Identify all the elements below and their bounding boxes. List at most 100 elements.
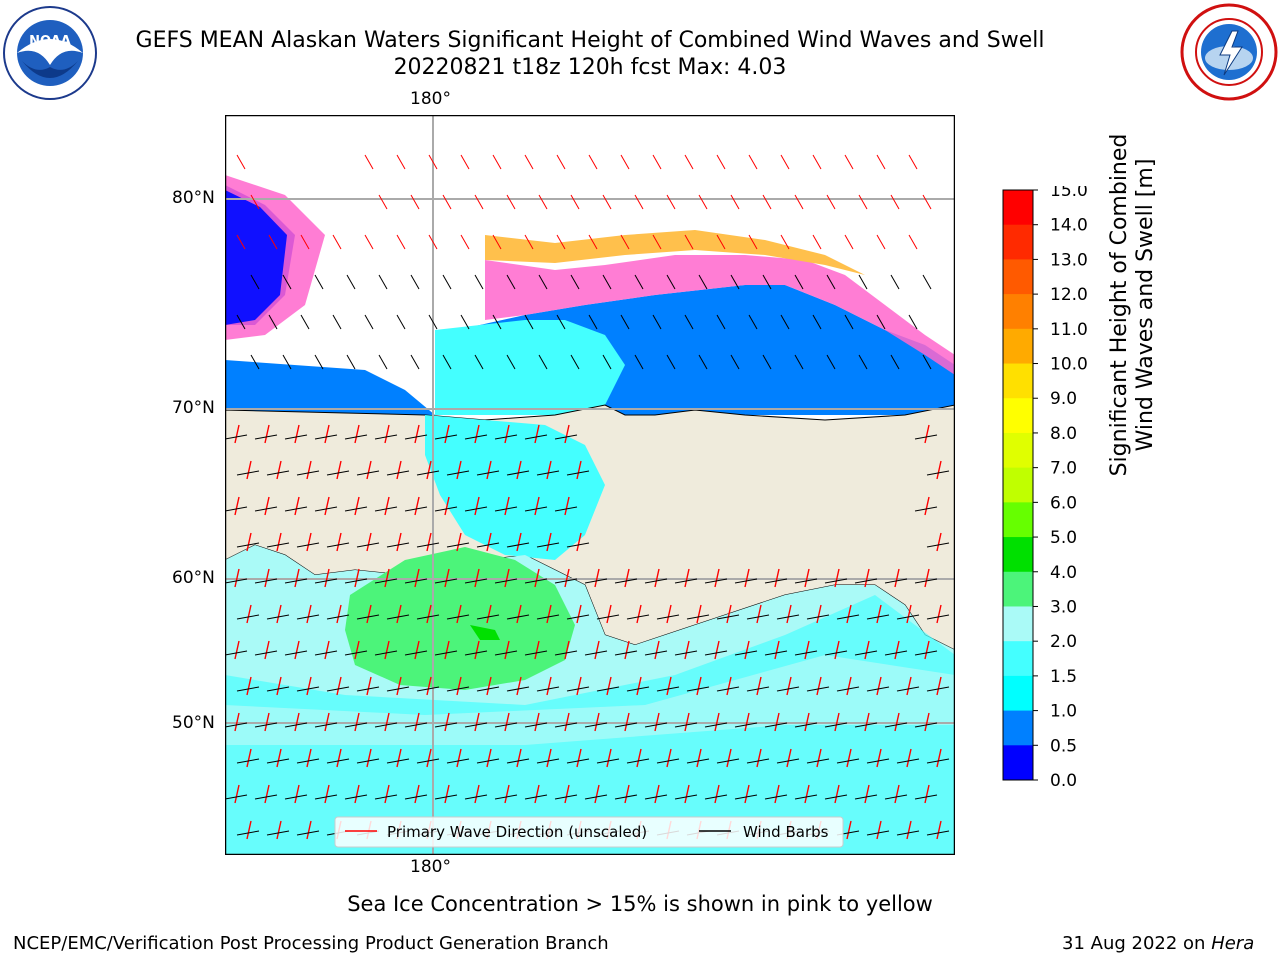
bering-strait-sea [425, 415, 605, 560]
wind-barb [506, 470, 530, 476]
wind-barb [626, 758, 650, 764]
colorbar-tick-label: 9.0 [1050, 389, 1077, 409]
wind-barb [704, 650, 728, 656]
wave-arrow [936, 604, 942, 624]
wave-arrow [922, 194, 932, 210]
wind-barb [446, 758, 470, 764]
wave-arrow [428, 154, 438, 170]
colorbar-title-line2: Wind Waves and Swell [m] [1133, 158, 1158, 452]
wave-arrow [762, 194, 772, 210]
wave-arrow [744, 712, 750, 732]
colorbar-tick-label: 5.0 [1050, 528, 1077, 548]
wave-arrow [924, 424, 930, 444]
wind-barb [776, 614, 800, 620]
wind-barb [266, 470, 290, 476]
colorbar-tick-label: 11.0 [1050, 320, 1088, 340]
wave-arrow [396, 234, 406, 250]
wind-barb [416, 614, 440, 620]
wave-arrow [564, 712, 570, 732]
wind-barb [866, 614, 890, 620]
wave-arrow [804, 784, 810, 804]
wave-legend-label: Primary Wave Direction (unscaled) [387, 823, 647, 841]
wind-barb [566, 758, 590, 764]
wind-barb [254, 434, 278, 440]
wave-arrow [414, 568, 420, 588]
wave-arrow [698, 194, 708, 210]
wind-barb [926, 614, 950, 620]
wind-barb [674, 794, 698, 800]
wave-arrow [666, 748, 672, 768]
wind-barb [614, 650, 638, 656]
wave-arrow [486, 748, 492, 768]
wave-arrow [324, 568, 330, 588]
wind-barb [314, 650, 338, 656]
wave-arrow [906, 604, 912, 624]
wind-barb [556, 314, 566, 330]
wave-arrow [276, 676, 282, 696]
wave-arrow [864, 784, 870, 804]
wave-arrow [460, 234, 470, 250]
wave-arrow [456, 676, 462, 696]
wave-arrow [834, 568, 840, 588]
wave-arrow [812, 154, 822, 170]
wind-barb [464, 794, 488, 800]
wave-arrow [594, 640, 600, 660]
wave-arrow [534, 496, 540, 516]
wave-arrow [506, 194, 516, 210]
wind-barb [314, 434, 338, 440]
wave-arrow [534, 424, 540, 444]
wave-arrow [534, 712, 540, 732]
wind-barb [356, 686, 380, 692]
wave-arrow [756, 748, 762, 768]
wave-arrow [534, 568, 540, 588]
wave-arrow [264, 568, 270, 588]
colorbar-tick-label: 7.0 [1050, 459, 1077, 479]
wind-barb [374, 434, 398, 440]
wind-barb [236, 686, 260, 692]
wind-barb [284, 794, 308, 800]
wind-barb [225, 506, 248, 512]
wave-arrow [894, 712, 900, 732]
wind-barb [884, 722, 908, 728]
wave-arrow [516, 532, 522, 552]
wave-arrow [276, 532, 282, 552]
colorbar-tick-label: 15.0 [1050, 186, 1088, 201]
wave-arrow [364, 234, 374, 250]
wave-arrow [556, 154, 566, 170]
wave-max-zone [345, 547, 575, 690]
wind-barb [824, 794, 848, 800]
wind-barb [492, 314, 502, 330]
wind-barb [620, 314, 630, 330]
wind-barb [884, 578, 908, 584]
wind-barb [494, 506, 518, 512]
wind-barb [914, 794, 938, 800]
wind-barb [314, 578, 338, 584]
wave-arrow [684, 712, 690, 732]
colorbar-swatch [1003, 224, 1033, 260]
wave-arrow [826, 194, 836, 210]
wave-arrow [834, 712, 840, 732]
wave-arrow [624, 784, 630, 804]
credit-line: NCEP/EMC/Verification Post Processing Pr… [13, 933, 609, 954]
wind-barb [506, 614, 530, 620]
wind-barb [416, 758, 440, 764]
wave-arrow [234, 568, 240, 588]
wind-barb [266, 830, 290, 836]
map-plot: Primary Wave Direction (unscaled) Wind B… [225, 115, 955, 855]
wave-arrow [906, 676, 912, 696]
wind-barb [494, 434, 518, 440]
wind-barb [730, 354, 740, 370]
wave-arrow [696, 604, 702, 624]
wave-arrow [576, 460, 582, 480]
wave-arrow [276, 604, 282, 624]
wave-arrow [378, 194, 388, 210]
wave-arrow [396, 154, 406, 170]
wind-barb [524, 314, 534, 330]
wave-arrow [524, 234, 534, 250]
wind-barb [656, 686, 680, 692]
colorbar-title: Significant Height of Combined Wind Wave… [1107, 125, 1159, 485]
wind-barb [356, 758, 380, 764]
wave-arrow [538, 194, 548, 210]
wind-barb [396, 314, 406, 330]
wave-arrow [556, 234, 566, 250]
